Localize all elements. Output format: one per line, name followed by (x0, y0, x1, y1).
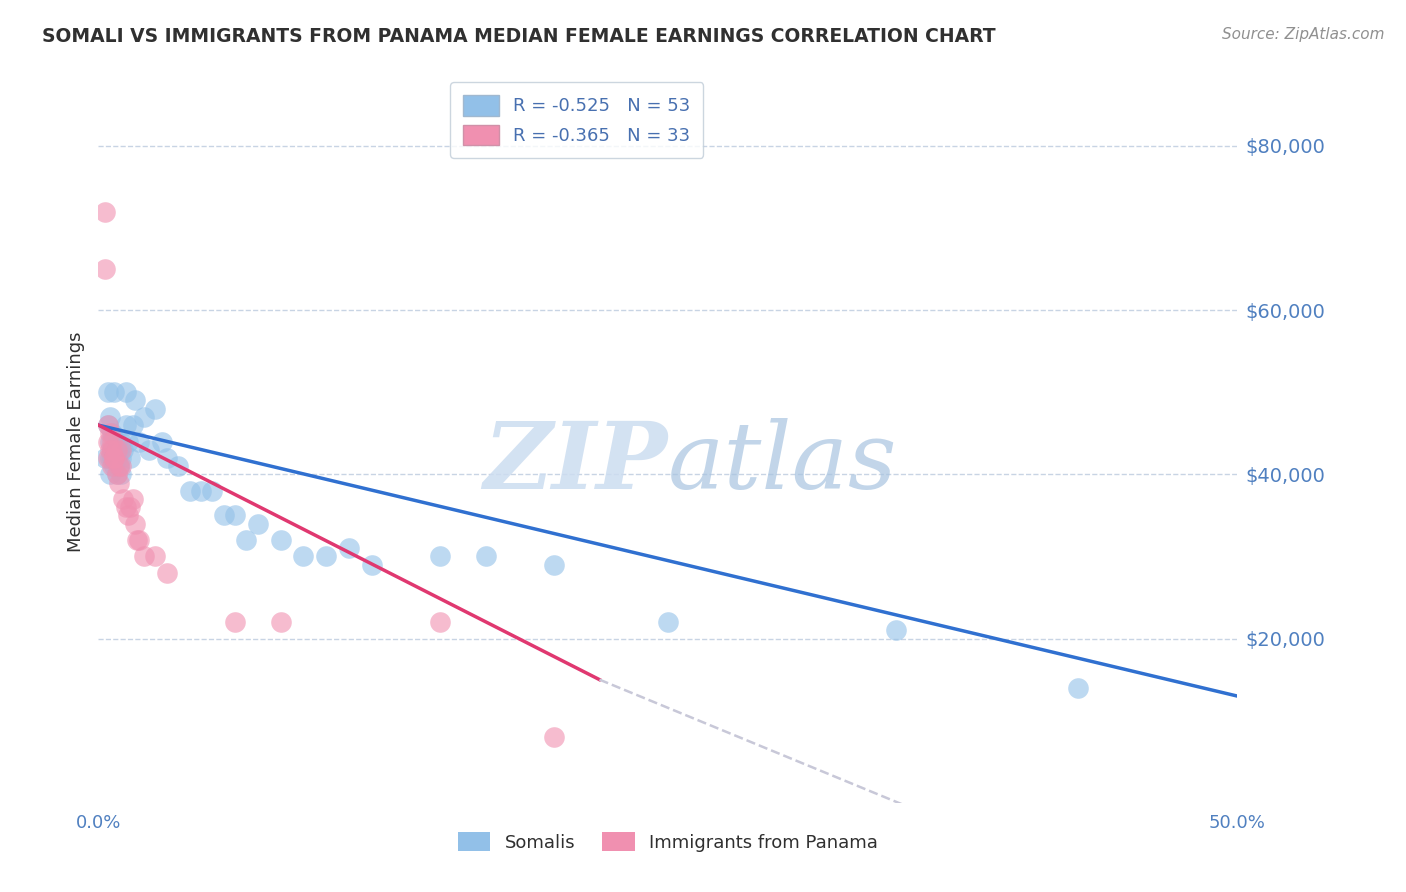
Point (112, 491, 135, 506)
Point (167, 459, 190, 474)
Point (138, 442, 160, 457)
Point (110, 459, 132, 474)
Point (224, 508, 246, 523)
Point (145, 401, 167, 416)
Point (124, 516, 146, 531)
Point (270, 615, 292, 630)
Point (132, 409, 155, 424)
Point (117, 434, 139, 449)
Point (108, 475, 131, 490)
Point (110, 450, 132, 465)
Point (101, 459, 124, 474)
Point (98, 434, 121, 449)
Point (94, 450, 117, 465)
Point (108, 442, 131, 457)
Point (94, 204, 117, 219)
Point (201, 483, 224, 498)
Point (190, 483, 212, 498)
Point (117, 508, 139, 523)
Point (156, 566, 179, 580)
Text: ZIP: ZIP (484, 418, 668, 508)
Point (114, 418, 136, 433)
Point (132, 549, 155, 564)
Point (121, 491, 143, 506)
Point (103, 459, 125, 474)
Point (101, 426, 124, 441)
Point (212, 508, 235, 523)
Point (101, 442, 124, 457)
Point (224, 615, 246, 630)
Point (360, 558, 382, 572)
Point (103, 442, 125, 457)
Legend: Somalis, Immigrants from Panama: Somalis, Immigrants from Panama (450, 825, 886, 859)
Point (94, 262, 117, 277)
Point (101, 434, 124, 449)
Point (98, 426, 121, 441)
Point (179, 483, 201, 498)
Text: atlas: atlas (668, 418, 897, 508)
Point (127, 533, 149, 547)
Point (128, 434, 150, 449)
Point (105, 467, 128, 482)
Point (128, 533, 150, 547)
Point (270, 533, 292, 547)
Point (98, 409, 121, 424)
Point (98, 442, 121, 457)
Point (156, 450, 179, 465)
Point (98, 467, 121, 482)
Point (543, 558, 565, 572)
Point (884, 624, 907, 638)
Point (114, 500, 136, 515)
Point (474, 549, 496, 564)
Y-axis label: Median Female Earnings: Median Female Earnings (66, 331, 84, 552)
Point (105, 450, 128, 465)
Point (96, 418, 118, 433)
Point (96, 385, 118, 400)
Point (246, 516, 269, 531)
Point (292, 549, 315, 564)
Point (145, 549, 167, 564)
Point (103, 385, 125, 400)
Point (124, 393, 146, 408)
Point (337, 541, 360, 556)
Point (120, 450, 142, 465)
Point (235, 533, 257, 547)
Text: SOMALI VS IMMIGRANTS FROM PANAMA MEDIAN FEMALE EARNINGS CORRELATION CHART: SOMALI VS IMMIGRANTS FROM PANAMA MEDIAN … (42, 27, 995, 45)
Point (108, 459, 131, 474)
Point (150, 434, 173, 449)
Point (114, 385, 136, 400)
Point (103, 450, 125, 465)
Point (103, 450, 125, 465)
Point (429, 549, 451, 564)
Point (101, 442, 124, 457)
Point (110, 434, 132, 449)
Text: Source: ZipAtlas.com: Source: ZipAtlas.com (1222, 27, 1385, 42)
Point (110, 442, 132, 457)
Point (112, 442, 135, 457)
Point (105, 442, 128, 457)
Point (96, 434, 118, 449)
Point (121, 418, 143, 433)
Point (1067, 681, 1090, 695)
Point (105, 467, 128, 482)
Point (110, 467, 132, 482)
Point (96, 418, 118, 433)
Point (105, 434, 128, 449)
Point (98, 450, 121, 465)
Point (120, 500, 142, 515)
Point (657, 615, 679, 630)
Point (108, 459, 131, 474)
Point (96, 450, 118, 465)
Point (543, 730, 565, 744)
Point (101, 450, 124, 465)
Point (429, 615, 451, 630)
Point (315, 549, 337, 564)
